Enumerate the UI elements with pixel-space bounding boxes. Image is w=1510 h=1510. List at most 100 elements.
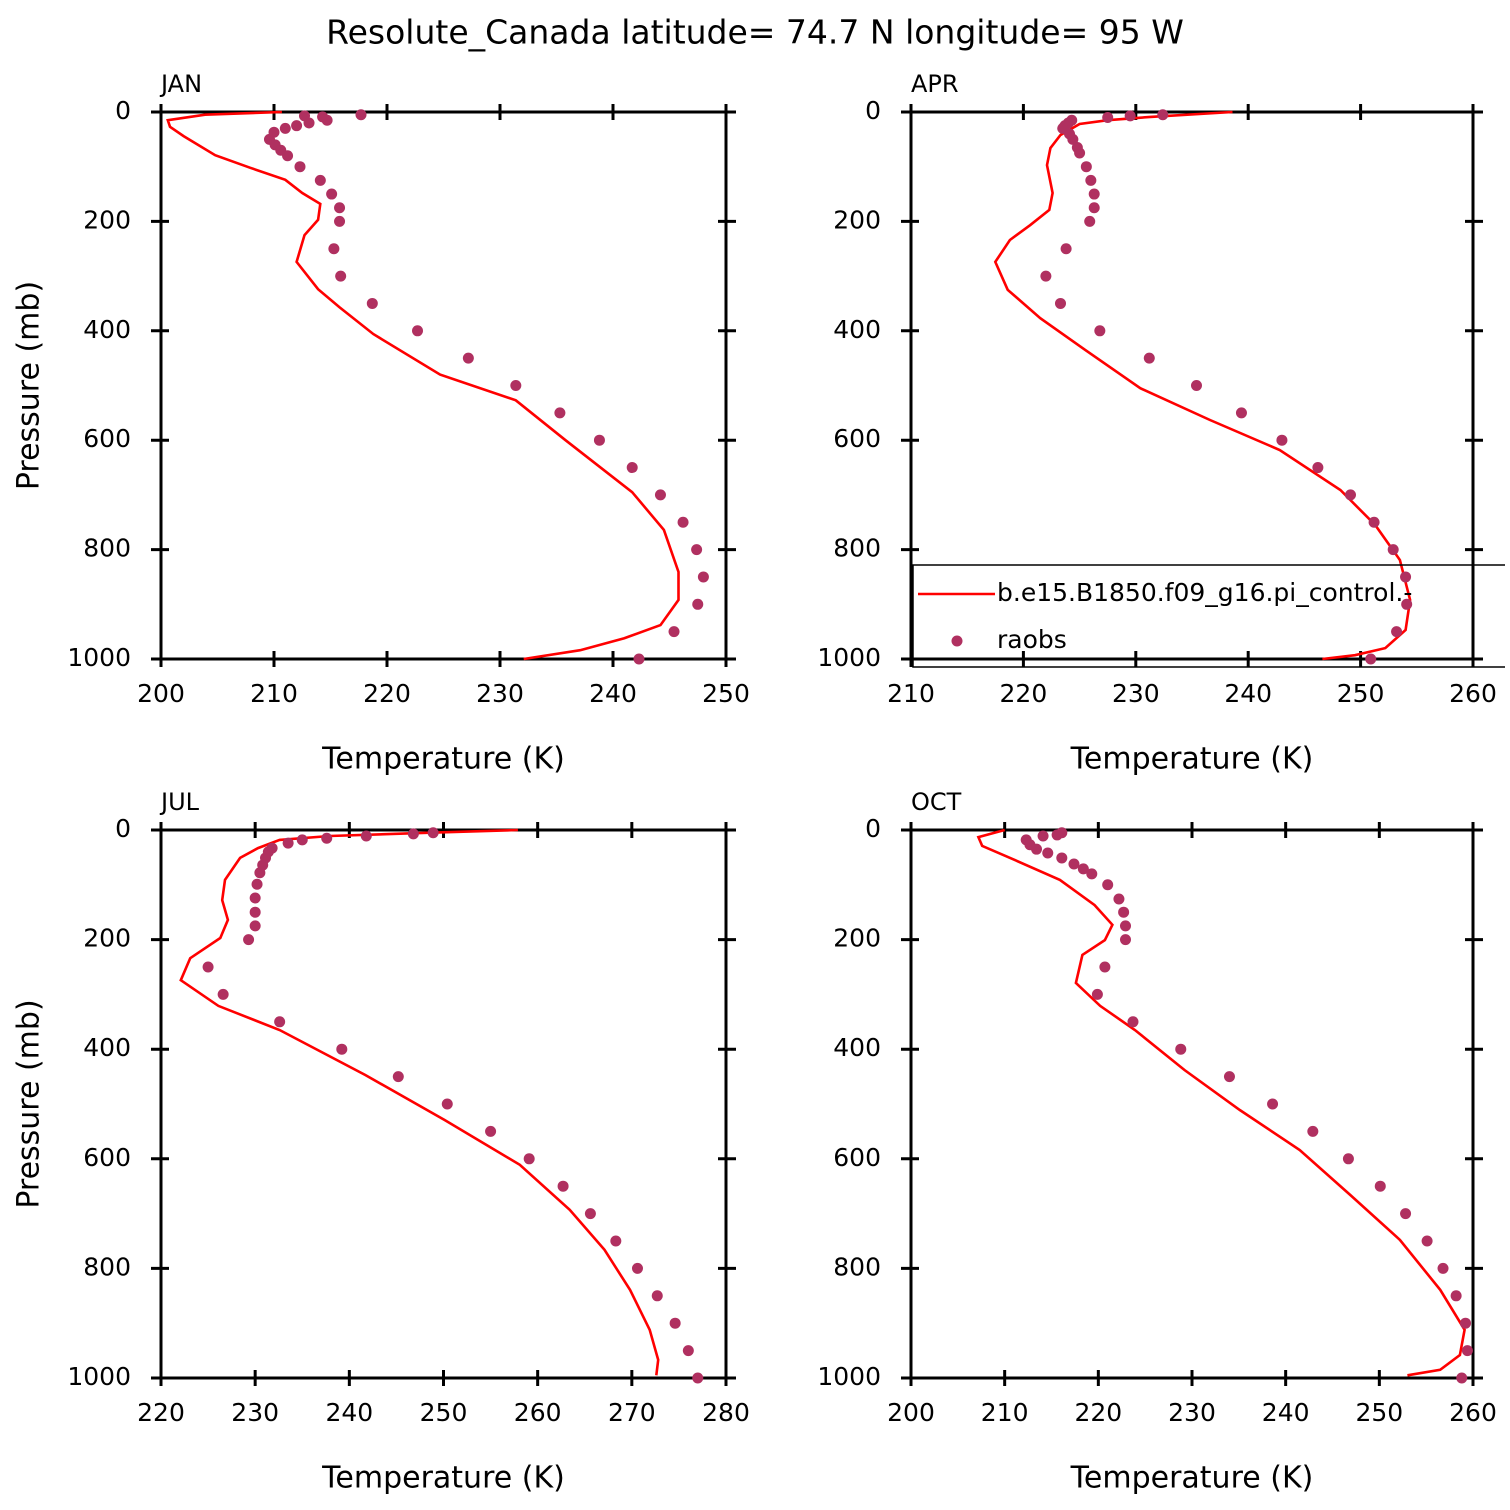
obs-point: [1143, 352, 1155, 364]
x-axis-label: Temperature (K): [321, 742, 565, 777]
obs-point: [1086, 868, 1098, 880]
obs-point: [1374, 1180, 1386, 1192]
obs-point: [485, 1125, 497, 1137]
legend-swatch: [951, 635, 963, 647]
obs-point: [1077, 863, 1089, 875]
obs-point: [427, 827, 439, 839]
x-tick-label: 260: [1449, 1398, 1497, 1427]
obs-point: [321, 114, 333, 126]
obs-point: [1421, 1235, 1433, 1247]
obs-point: [1127, 1016, 1139, 1028]
y-tick-label: 0: [865, 814, 881, 843]
obs-point: [1094, 325, 1106, 337]
obs-point: [249, 920, 261, 932]
y-tick-label: 200: [833, 924, 881, 953]
obs-point: [677, 516, 689, 528]
obs-point: [296, 834, 308, 846]
x-tick-label: 250: [420, 1398, 468, 1427]
obs-point: [1368, 516, 1380, 528]
obs-point: [412, 325, 424, 337]
y-tick-label: 400: [833, 1033, 881, 1062]
obs-point: [1118, 906, 1130, 918]
obs-point: [633, 653, 645, 665]
model-line: [993, 110, 1412, 661]
obs-point: [610, 1235, 622, 1247]
y-tick-label: 1000: [817, 643, 881, 672]
y-tick-label: 600: [83, 1143, 131, 1172]
obs-point: [651, 1290, 663, 1302]
obs-point: [593, 434, 605, 446]
x-tick-label: 250: [702, 679, 750, 708]
obs-point: [291, 120, 303, 132]
obs-point: [1042, 847, 1054, 859]
obs-point: [557, 1180, 569, 1192]
obs-point: [366, 297, 378, 309]
x-tick-label: 220: [137, 1398, 185, 1427]
obs-point: [510, 380, 522, 391]
obs-point: [692, 598, 704, 610]
obs-point: [626, 462, 638, 474]
obs-point: [1119, 920, 1131, 932]
obs-point: [321, 832, 333, 844]
obs-point: [1102, 111, 1114, 123]
y-tick-label: 400: [833, 315, 881, 344]
x-tick-label: 210: [887, 679, 935, 708]
obs-point: [294, 161, 306, 173]
y-tick-label: 0: [115, 96, 131, 125]
obs-point: [1450, 1290, 1462, 1302]
obs-point: [1051, 829, 1063, 841]
y-tick-label: 600: [833, 1143, 881, 1172]
model-line: [166, 110, 680, 661]
y-tick-label: 0: [865, 96, 881, 125]
obs-point: [697, 571, 709, 583]
obs-point: [1157, 109, 1169, 121]
y-axis-label: Pressure (mb): [12, 281, 47, 490]
y-tick-label: 1000: [67, 1362, 131, 1391]
obs-point: [1056, 852, 1068, 864]
obs-point: [1276, 434, 1288, 446]
obs-point: [1113, 893, 1125, 905]
obs-point: [1085, 174, 1097, 186]
obs-point: [335, 270, 347, 282]
legend: b.e15.B1850.f09_g16.pi_control.-raobs: [912, 564, 1505, 668]
obs-point: [631, 1262, 643, 1274]
obs-point: [682, 1345, 694, 1357]
y-tick-label: 400: [83, 1033, 131, 1062]
x-tick-label: 260: [1449, 679, 1497, 708]
obs-point: [1054, 297, 1066, 309]
obs-point: [1307, 1125, 1319, 1137]
obs-point: [282, 150, 294, 162]
obs-point: [1068, 858, 1080, 870]
obs-point: [1124, 110, 1136, 122]
legend-box: [912, 564, 1505, 668]
legend-label: raobs: [997, 625, 1067, 654]
obs-point: [692, 1372, 704, 1384]
obs-point: [1312, 462, 1324, 474]
x-tick-label: 200: [887, 1398, 935, 1427]
obs-point: [274, 1016, 286, 1028]
obs-point: [249, 906, 261, 918]
obs-point: [1080, 161, 1092, 173]
obs-point: [334, 215, 346, 227]
obs-point: [1235, 407, 1247, 419]
y-tick-label: 0: [115, 814, 131, 843]
model-line: [179, 828, 660, 1376]
plot-frame: [159, 828, 728, 1380]
y-tick-label: 200: [833, 205, 881, 234]
obs-point: [1344, 489, 1356, 501]
obs-point: [1437, 1262, 1449, 1274]
obs-point: [669, 1317, 681, 1329]
obs-point: [355, 109, 367, 121]
x-axis-label: Temperature (K): [1070, 742, 1314, 777]
obs-point: [1031, 843, 1043, 855]
x-tick-label: 210: [250, 679, 298, 708]
obs-point: [691, 544, 703, 556]
obs-point: [1037, 830, 1049, 842]
obs-point: [314, 174, 326, 186]
obs-point: [1084, 215, 1096, 227]
y-axis-label: Pressure (mb): [12, 999, 47, 1208]
x-tick-label: 230: [231, 1398, 279, 1427]
obs-point: [1102, 879, 1114, 891]
obs-point: [1088, 202, 1100, 214]
